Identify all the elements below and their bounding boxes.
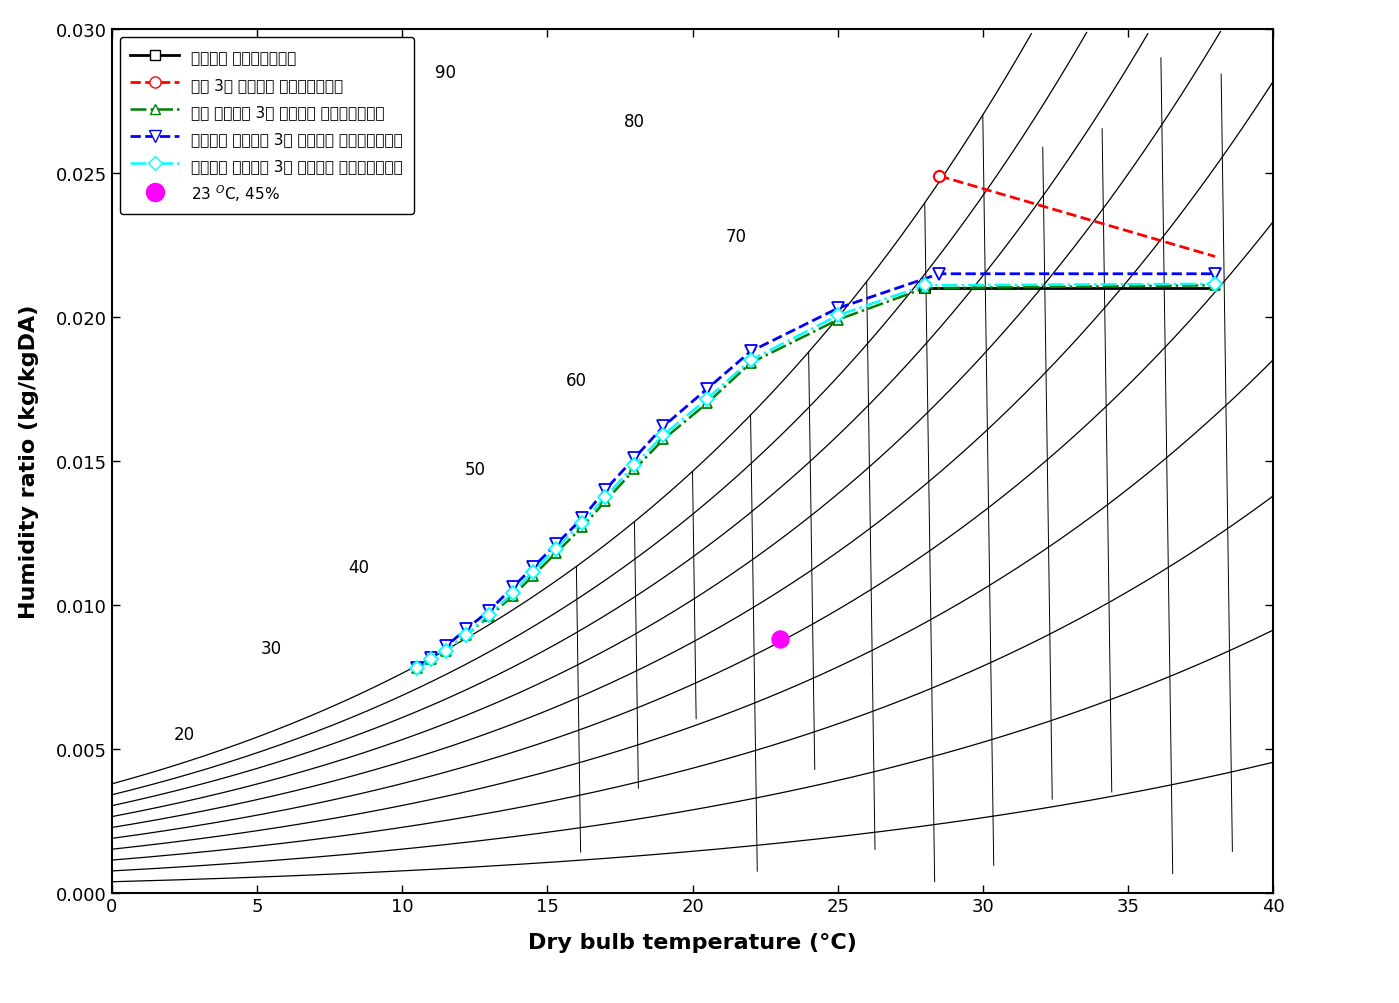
Text: 80: 80: [624, 113, 645, 131]
Text: 100: 100: [329, 50, 360, 68]
Y-axis label: Humidity ratio (kg/kgDA): Humidity ratio (kg/kgDA): [20, 304, 39, 619]
Text: 40: 40: [348, 559, 369, 577]
Text: 90: 90: [435, 64, 456, 82]
Text: 60: 60: [565, 372, 588, 390]
Text: 50: 50: [464, 461, 485, 479]
Text: 20: 20: [173, 725, 194, 743]
X-axis label: Dry bulb temperature (°C): Dry bulb temperature (°C): [527, 932, 858, 952]
Legend: 증기가습 외기공조시스템, 단순 3단 에어와셔 외기공조시스템, 배기 열회수식 3단 에어와셔 외기공조시스템, 반환냉수 열회수식 3단 에어와셔 외기공: 증기가습 외기공조시스템, 단순 3단 에어와셔 외기공조시스템, 배기 열회수…: [119, 38, 414, 215]
Point: [768, 632, 790, 648]
Text: 30: 30: [262, 639, 283, 657]
Text: 70: 70: [726, 228, 747, 246]
